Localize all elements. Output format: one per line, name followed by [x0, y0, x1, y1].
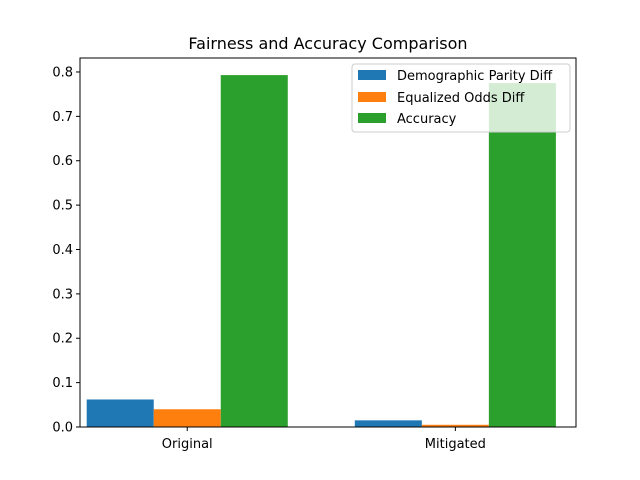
y-tick-label: 0.2 [52, 332, 73, 347]
legend-swatch-equalized-odds [358, 92, 386, 102]
chart-title: Fairness and Accuracy Comparison [188, 34, 467, 53]
x-axis: Original Mitigated [162, 427, 486, 452]
bar-equalized-odds-diff-mitigated [421, 424, 489, 427]
legend-label-demographic-parity: Demographic Parity Diff [397, 69, 553, 84]
y-tick-label: 0.7 [52, 110, 73, 125]
y-axis: 0.0 0.1 0.2 0.3 0.4 0.5 0.6 0.7 0.8 [52, 65, 80, 436]
legend: Demographic Parity Diff Equalized Odds D… [351, 63, 571, 133]
bars-group [86, 75, 556, 427]
x-tick-label-original: Original [162, 437, 213, 452]
legend-label-equalized-odds: Equalized Odds Diff [397, 91, 525, 106]
x-tick-label-mitigated: Mitigated [425, 437, 486, 452]
y-tick-label: 0.3 [52, 287, 73, 302]
y-tick-label: 0.0 [52, 421, 73, 436]
y-tick-label: 0.6 [52, 154, 73, 169]
legend-swatch-accuracy [358, 113, 386, 123]
legend-label-accuracy: Accuracy [397, 112, 457, 127]
bar-demographic-parity-diff-mitigated [354, 420, 422, 427]
y-tick-label: 0.5 [52, 199, 73, 214]
legend-box [351, 63, 571, 133]
plot-frame [79, 57, 577, 428]
y-tick-label: 0.8 [52, 65, 73, 80]
bar-accuracy-original [220, 75, 288, 427]
y-tick-label: 0.4 [52, 243, 73, 258]
bar-accuracy-mitigated [488, 83, 556, 427]
bar-demographic-parity-diff-original [86, 399, 154, 427]
legend-swatch-demographic-parity [358, 70, 386, 80]
bar-equalized-odds-diff-original [153, 409, 221, 427]
y-tick-label: 0.1 [52, 376, 73, 391]
